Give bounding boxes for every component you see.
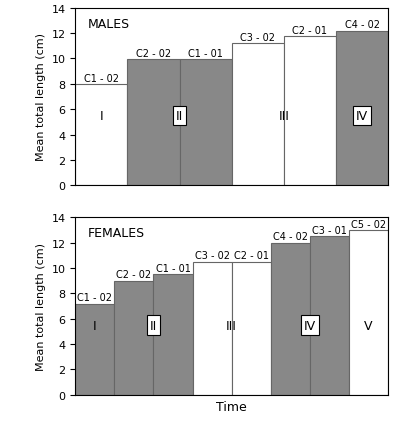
- Text: IV: IV: [356, 110, 368, 123]
- Text: I: I: [99, 110, 103, 123]
- Text: C1 - 01: C1 - 01: [188, 49, 223, 59]
- Bar: [284, 37, 336, 186]
- Bar: [232, 44, 284, 186]
- Bar: [114, 281, 154, 395]
- Bar: [128, 60, 179, 186]
- Text: C3 - 02: C3 - 02: [240, 33, 275, 43]
- Text: C1 - 02: C1 - 02: [77, 293, 112, 302]
- Bar: [192, 262, 232, 395]
- Text: C3 - 01: C3 - 01: [312, 226, 347, 236]
- X-axis label: Time: Time: [216, 401, 247, 414]
- Text: C4 - 02: C4 - 02: [345, 20, 379, 30]
- Text: III: III: [278, 110, 289, 123]
- Bar: [310, 237, 349, 395]
- Bar: [75, 85, 128, 186]
- Text: II: II: [150, 319, 157, 332]
- Bar: [75, 304, 114, 395]
- Text: C3 - 02: C3 - 02: [194, 251, 230, 261]
- Bar: [271, 243, 310, 395]
- Bar: [154, 275, 192, 395]
- Text: C2 - 01: C2 - 01: [292, 26, 327, 36]
- Bar: [232, 262, 271, 395]
- Text: III: III: [226, 319, 237, 332]
- Text: C1 - 01: C1 - 01: [156, 263, 190, 273]
- Text: MALES: MALES: [88, 17, 130, 30]
- Text: C4 - 02: C4 - 02: [273, 232, 308, 242]
- Text: V: V: [364, 319, 373, 332]
- Y-axis label: Mean total length (cm): Mean total length (cm): [36, 33, 46, 161]
- Text: I: I: [93, 319, 97, 332]
- Text: II: II: [176, 110, 183, 123]
- Text: C2 - 02: C2 - 02: [116, 270, 151, 280]
- Text: C5 - 02: C5 - 02: [351, 219, 386, 229]
- Text: C2 - 02: C2 - 02: [136, 49, 171, 59]
- Bar: [179, 60, 232, 186]
- Text: IV: IV: [304, 319, 316, 332]
- Text: C2 - 01: C2 - 01: [234, 251, 269, 261]
- Text: FEMALES: FEMALES: [88, 227, 145, 240]
- Y-axis label: Mean total length (cm): Mean total length (cm): [36, 243, 46, 370]
- Bar: [336, 31, 388, 186]
- Bar: [349, 230, 388, 395]
- Text: C1 - 02: C1 - 02: [84, 73, 119, 83]
